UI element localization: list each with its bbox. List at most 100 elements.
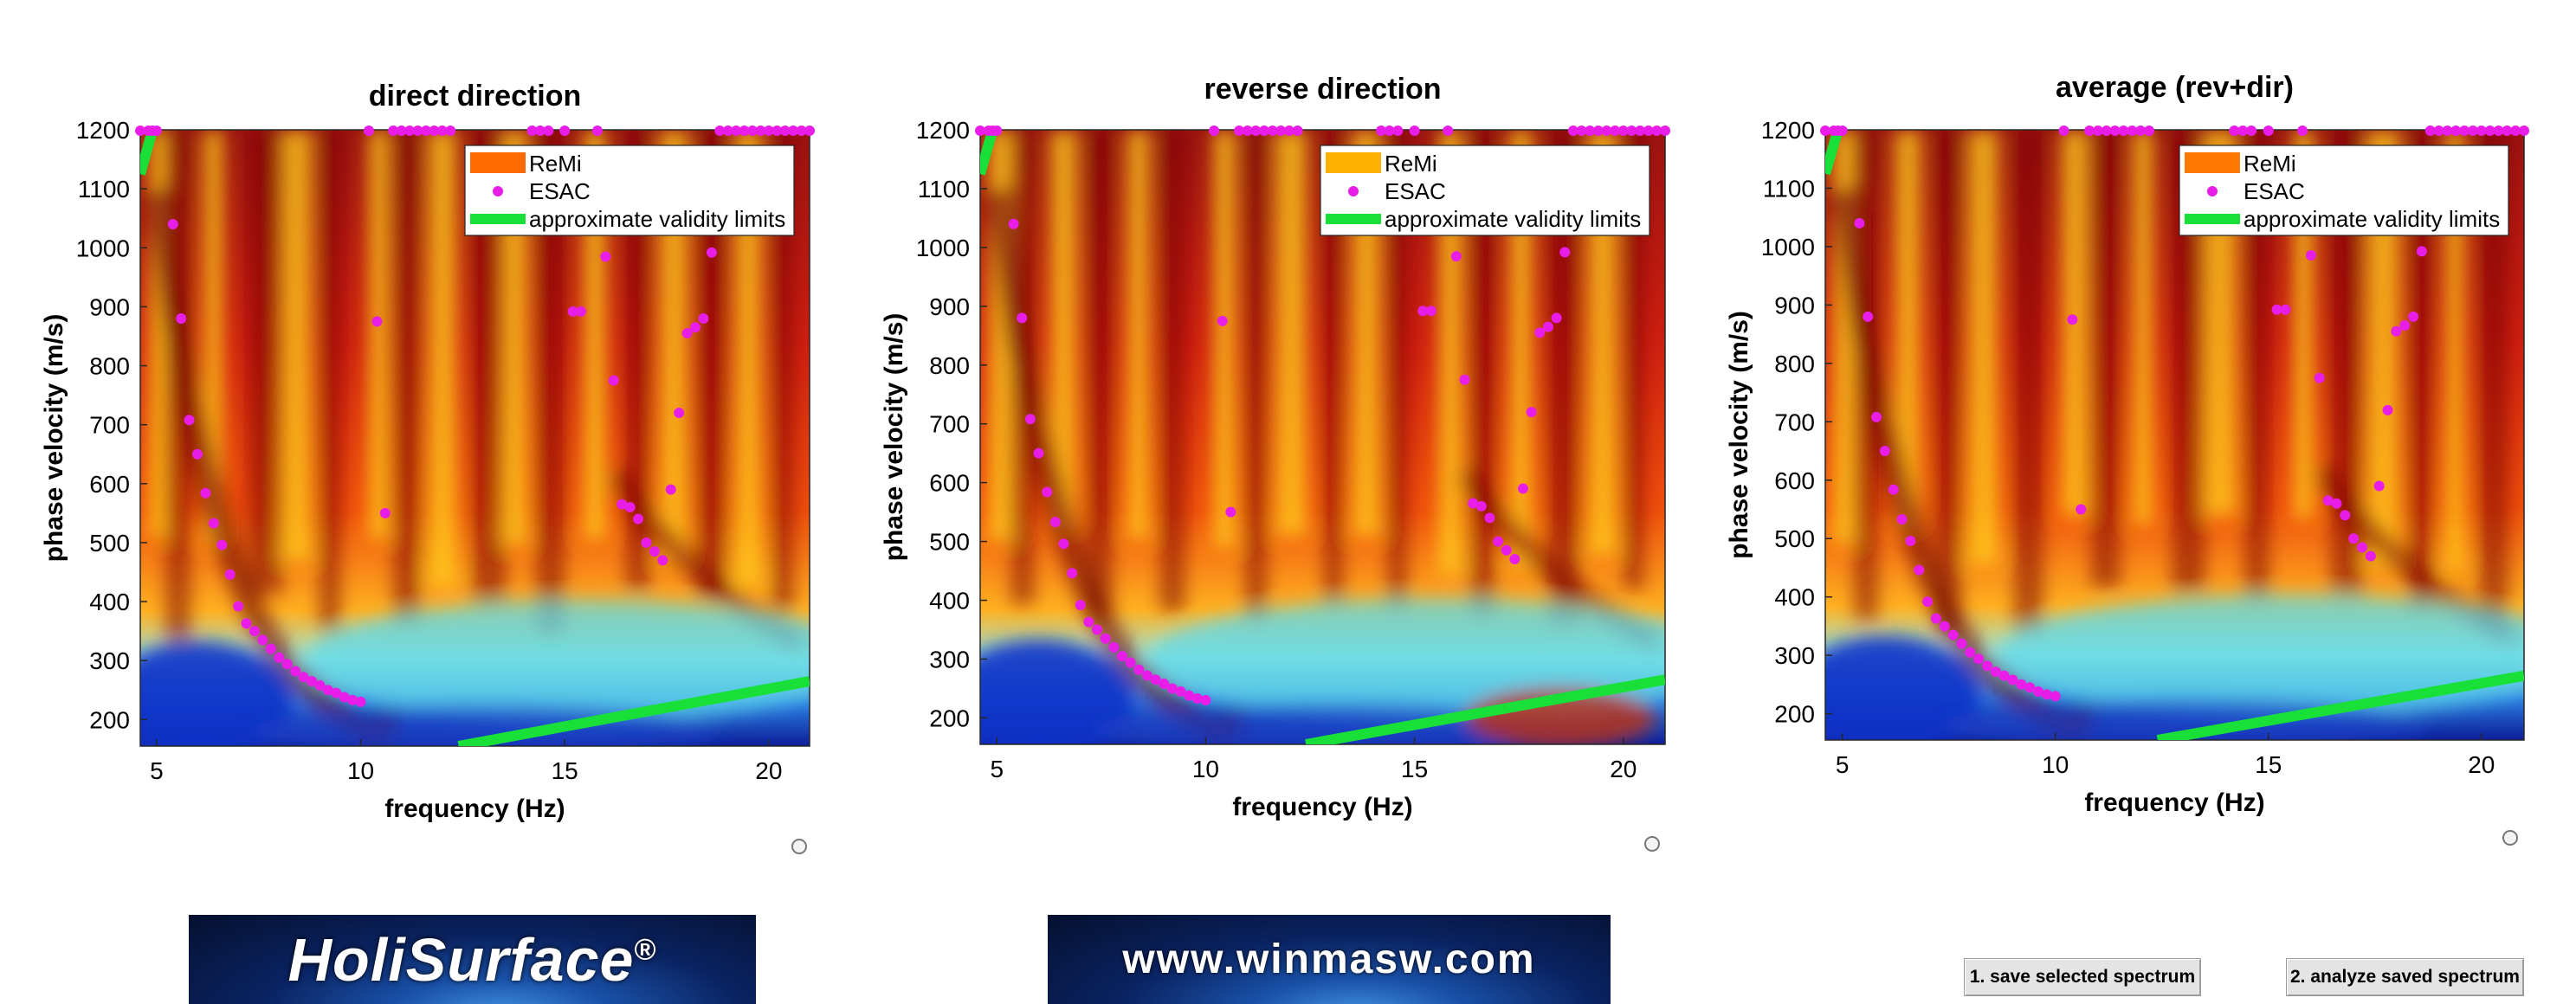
esac-point — [2476, 126, 2487, 136]
holisurface-logo[interactable]: HoliSurface® — [189, 915, 756, 1004]
select-average-radio[interactable] — [2502, 830, 2518, 846]
esac-point — [1459, 374, 1470, 385]
esac-point — [2502, 126, 2513, 136]
esac-point — [1384, 126, 1395, 136]
esac-point — [2314, 372, 2325, 383]
esac-point — [1567, 126, 1579, 136]
esac-point — [2058, 126, 2069, 136]
esac-point — [2263, 126, 2274, 136]
esac-point — [2237, 126, 2249, 136]
esac-point — [1267, 126, 1278, 136]
esac-point — [1024, 414, 1036, 425]
esac-point — [1905, 535, 1916, 546]
x-tick-label: 5 — [150, 757, 164, 784]
y-tick-label: 300 — [1774, 642, 1815, 669]
esac-point — [2322, 495, 2334, 506]
legend-label-remi: ReMi — [1385, 151, 1437, 177]
esac-point — [633, 513, 644, 525]
esac-point — [1965, 647, 1976, 658]
esac-point — [1854, 217, 1865, 228]
esac-point — [1585, 126, 1596, 136]
esac-point — [649, 546, 660, 557]
esac-point — [698, 313, 709, 325]
esac-point — [1551, 312, 1562, 324]
data-layer — [140, 130, 810, 746]
y-tick-label: 800 — [1774, 351, 1815, 377]
esac-point — [681, 328, 693, 339]
esac-point — [1576, 126, 1587, 136]
validity-limit-line — [457, 676, 810, 746]
y-tick-label: 1200 — [916, 117, 970, 144]
esac-point — [2510, 126, 2521, 136]
esac-point — [559, 126, 571, 136]
legend-label-remi: ReMi — [529, 151, 582, 177]
esac-point — [1542, 321, 1553, 332]
esac-point — [331, 687, 342, 698]
esac-point — [404, 126, 416, 136]
esac-point — [1376, 126, 1387, 136]
esac-point — [2024, 682, 2036, 693]
esac-point — [2092, 126, 2103, 136]
chart-direct-direction: direct direction 1200 1100 1000 900 800 700 600… — [40, 80, 815, 823]
y-tick-label: 800 — [929, 352, 970, 379]
save-selected-spectrum-button[interactable]: 1. save selected spectrum — [1964, 958, 2201, 996]
esac-point — [665, 484, 676, 495]
x-tick-label: 15 — [552, 757, 578, 784]
esac-point — [2101, 126, 2112, 136]
y-tick-label: 900 — [89, 293, 130, 320]
y-tick-label: 500 — [89, 530, 130, 557]
esac-point — [2007, 674, 2018, 685]
esac-point — [788, 126, 799, 136]
esac-point — [2067, 314, 2078, 325]
chart-title: direct direction — [369, 80, 582, 113]
esac-point — [2297, 126, 2308, 136]
esac-point — [617, 499, 628, 510]
esac-point — [2340, 510, 2351, 521]
esac-point — [249, 626, 260, 637]
esac-point — [1058, 538, 1069, 550]
esac-point — [1888, 484, 1899, 495]
esac-point — [731, 126, 742, 136]
y-tick-label: 900 — [929, 293, 970, 320]
esac-point — [176, 313, 187, 325]
esac-point — [388, 126, 399, 136]
esac-point — [991, 126, 1003, 136]
esac-point — [2305, 250, 2316, 261]
esac-point — [420, 126, 431, 136]
y-tick-label: 400 — [1774, 584, 1815, 611]
esac-point — [1184, 690, 1195, 701]
analyze-saved-spectrum-button[interactable]: 2. analyze saved spectrum — [2286, 958, 2524, 996]
esac-point — [591, 126, 603, 136]
esac-point — [1175, 685, 1186, 697]
esac-point — [1049, 517, 1061, 528]
select-reverse-radio[interactable] — [1644, 836, 1660, 852]
validity-limit-line — [1825, 130, 1843, 176]
esac-point — [722, 126, 733, 136]
y-tick-label: 500 — [1774, 525, 1815, 552]
select-direct-radio[interactable] — [791, 839, 807, 854]
esac-point — [2399, 320, 2411, 331]
legend-marker-esac — [1348, 186, 1359, 196]
esac-point — [216, 539, 228, 550]
y-tick-label: 500 — [929, 529, 970, 556]
x-tick-label: 20 — [2468, 751, 2495, 778]
validity-limit-line — [980, 130, 998, 176]
chart-title: reverse direction — [1204, 73, 1441, 106]
esac-point — [779, 126, 791, 136]
legend-label-esac: ESAC — [1385, 178, 1446, 204]
esac-point — [2246, 126, 2257, 136]
esac-point — [1450, 251, 1462, 262]
y-tick-label: 200 — [1774, 701, 1815, 728]
esac-point — [1863, 311, 1874, 322]
esac-point — [2118, 126, 2129, 136]
esac-point — [2127, 126, 2138, 136]
esac-point — [151, 126, 162, 136]
esac-point — [1592, 126, 1604, 136]
esac-point — [600, 251, 611, 262]
esac-point — [1075, 599, 1086, 610]
esac-point — [257, 634, 268, 646]
winmasw-logo[interactable]: www.winmasw.com — [1048, 915, 1611, 1004]
esac-point — [2493, 126, 2504, 136]
esac-point — [1008, 218, 1019, 229]
